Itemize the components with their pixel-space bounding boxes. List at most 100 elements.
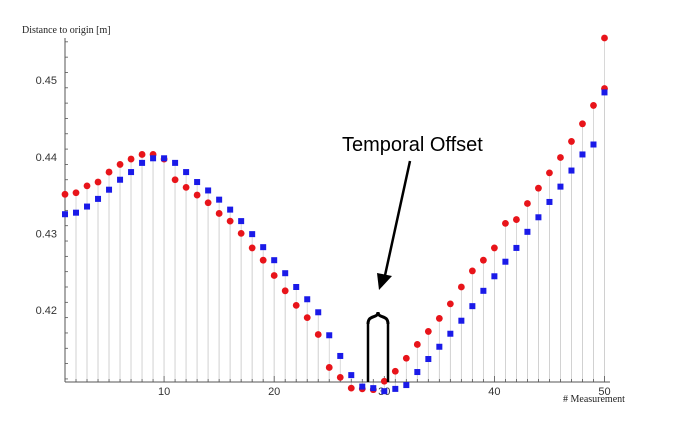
blue-point	[337, 352, 344, 359]
x-tick-label: 50	[598, 386, 610, 398]
red-point	[270, 272, 278, 279]
red-point	[502, 220, 509, 227]
red-point	[94, 178, 102, 186]
red-point	[116, 161, 124, 168]
blue-point	[403, 382, 410, 389]
blue-point	[216, 196, 223, 203]
red-point	[325, 364, 333, 371]
red-point	[193, 191, 201, 199]
y-tick-label: 0.42	[36, 305, 57, 317]
red-point	[281, 287, 289, 295]
blue-point	[436, 343, 443, 350]
red-point	[424, 328, 432, 335]
blue-point	[172, 159, 179, 166]
blue-point	[238, 218, 245, 225]
blue-point	[150, 155, 157, 162]
blue-point	[128, 169, 135, 176]
blue-point	[513, 244, 520, 251]
red-point	[568, 138, 575, 145]
x-axis-label: # Measurement	[563, 394, 625, 405]
red-point	[435, 315, 443, 322]
blue-point	[381, 388, 388, 395]
red-point	[127, 155, 135, 163]
blue-point	[491, 273, 498, 280]
red-point	[413, 341, 421, 348]
blue-point	[249, 231, 256, 238]
blue-point	[282, 270, 289, 277]
red-point	[347, 384, 355, 392]
red-point	[479, 256, 487, 264]
red-point	[314, 331, 322, 338]
red-point	[226, 217, 234, 225]
red-point	[248, 244, 256, 252]
red-point	[237, 229, 245, 237]
blue-point	[106, 186, 113, 193]
blue-point	[480, 287, 487, 294]
blue-point	[579, 151, 586, 158]
blue-point	[392, 385, 399, 392]
blue-point	[458, 317, 465, 324]
red-point	[171, 176, 179, 184]
blue-point	[227, 206, 234, 213]
blue-point	[370, 385, 377, 392]
x-tick-label: 20	[268, 386, 280, 398]
blue-point	[502, 258, 509, 265]
tick-marks: 10203040500.420.430.440.45	[36, 41, 611, 398]
annotation-arrow-shaft	[382, 160, 412, 281]
blue-point	[359, 383, 366, 390]
temporal-offset-annotation: Temporal Offset	[342, 134, 483, 382]
blue-point	[271, 257, 278, 264]
red-point	[457, 283, 465, 291]
red-point	[336, 374, 344, 381]
blue-point	[557, 183, 564, 190]
x-tick-label: 10	[158, 386, 170, 398]
blue-point	[194, 179, 201, 186]
y-axis-label: Distance to origin [m]	[22, 25, 111, 36]
blue-point	[469, 303, 476, 310]
red-point	[535, 184, 542, 192]
blue-point	[326, 332, 333, 339]
blue-point	[117, 176, 124, 183]
blue-point	[568, 167, 575, 174]
red-point	[182, 183, 190, 191]
y-tick-label: 0.44	[36, 152, 57, 164]
red-point	[61, 190, 69, 198]
drop-lines	[64, 38, 605, 392]
y-tick-label: 0.43	[36, 228, 57, 240]
red-point	[446, 300, 454, 308]
red-point	[601, 34, 608, 42]
blue-point	[84, 203, 91, 210]
annotation-label: Temporal Offset	[342, 134, 483, 156]
red-point	[204, 199, 212, 207]
blue-point	[601, 89, 608, 96]
blue-point	[524, 228, 531, 235]
blue-point	[293, 283, 300, 290]
data-points	[61, 34, 608, 395]
blue-point	[535, 214, 542, 221]
red-point	[380, 377, 388, 385]
red-point	[83, 182, 91, 190]
blue-point	[205, 187, 212, 194]
blue-point	[447, 330, 454, 337]
blue-point	[73, 209, 80, 216]
red-point	[105, 168, 113, 176]
red-point	[590, 102, 597, 109]
red-point	[468, 267, 476, 275]
red-point	[215, 210, 223, 217]
red-point	[402, 354, 410, 362]
red-point	[513, 216, 520, 223]
blue-point	[304, 296, 311, 303]
x-tick-label: 40	[488, 386, 500, 398]
blue-point	[62, 211, 68, 218]
red-point	[303, 314, 311, 322]
blue-point	[590, 141, 597, 148]
red-point	[292, 301, 300, 309]
blue-point	[161, 155, 168, 162]
offset-brace	[366, 311, 390, 325]
blue-point	[414, 369, 421, 376]
red-point	[579, 120, 586, 128]
red-point	[259, 256, 267, 264]
blue-point	[139, 159, 146, 166]
red-point	[490, 244, 498, 252]
